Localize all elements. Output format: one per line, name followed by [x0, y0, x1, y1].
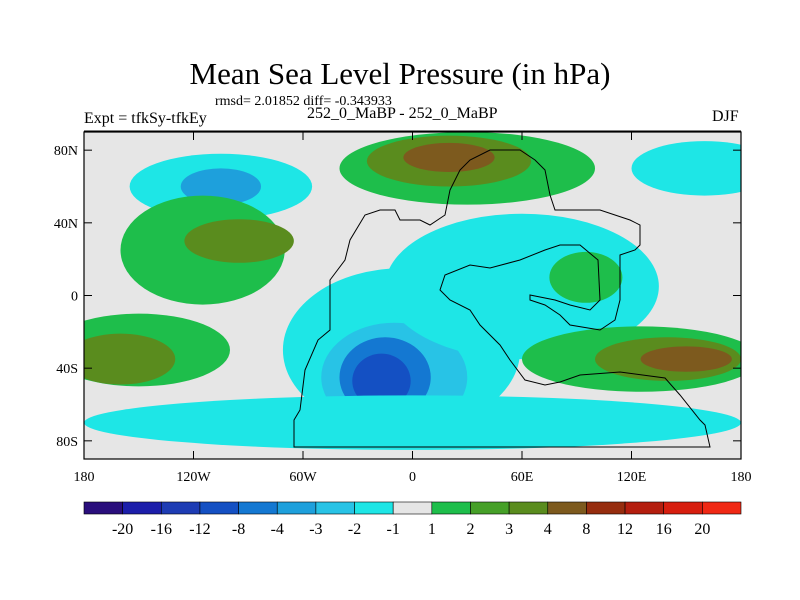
- y-tick-label: 40N: [54, 217, 78, 232]
- x-tick-label: 180: [74, 470, 95, 485]
- anomaly-region-8: [84, 395, 741, 450]
- colorbar-swatch-1: [122, 501, 162, 515]
- colorbar-label: -3: [309, 521, 322, 538]
- anomaly-region-19: [549, 251, 623, 303]
- colorbar-label: -2: [348, 521, 361, 538]
- colorbar-swatch-14: [624, 501, 665, 515]
- season-label: DJF: [712, 108, 739, 125]
- colorbar-label: 3: [505, 521, 513, 538]
- colorbar-swatch-2: [160, 501, 201, 515]
- colorbar-swatch-5: [276, 501, 317, 515]
- colorbar-swatch-16: [702, 501, 742, 515]
- x-tick-label: 120W: [176, 470, 211, 485]
- colorbar-swatch-9: [431, 501, 471, 515]
- colorbar-swatch-3: [199, 501, 239, 515]
- continent-outline: [293, 149, 711, 448]
- anomaly-region-11: [403, 142, 495, 172]
- colorbar-label: -20: [112, 521, 133, 538]
- y-tick-label: 0: [71, 290, 78, 305]
- colorbar-swatch-10: [470, 501, 510, 515]
- x-tick-label: 180: [731, 470, 752, 485]
- colorbar-swatch-15: [663, 501, 703, 515]
- comparison-label: 252_0_MaBP - 252_0_MaBP: [307, 105, 498, 122]
- anomaly-region-4: [385, 213, 659, 360]
- colorbar-label: 12: [617, 521, 633, 538]
- anomaly-region-7: [631, 141, 741, 196]
- colorbar-label: -12: [189, 521, 210, 538]
- colorbar-swatch-12: [547, 501, 587, 515]
- colorbar-swatch-4: [238, 501, 278, 515]
- x-tick-label: 60E: [511, 470, 534, 485]
- anomaly-region-18: [640, 346, 732, 372]
- y-tick-label: 40S: [56, 362, 78, 377]
- colorbar-swatch-8: [392, 501, 433, 515]
- colorbar-swatch-13: [586, 501, 626, 515]
- stats-readout: rmsd= 2.01852 diff= -0.343933: [215, 94, 392, 109]
- anomaly-region-15: [84, 333, 176, 385]
- chart-title: Mean Sea Level Pressure (in hPa): [189, 56, 611, 91]
- axis-ticks: 180 120W 60W 0 60E 120E 180 80N 40N 0 40S 80S: [54, 132, 752, 485]
- colorbar-label: -1: [387, 521, 400, 538]
- colorbar-label: -4: [271, 521, 284, 538]
- colorbar-swatch-11: [508, 501, 549, 515]
- colorbar-label: -8: [232, 521, 245, 538]
- colorbar-label: -16: [151, 521, 172, 538]
- experiment-label: Expt = tfkSy-tfkEy: [84, 110, 207, 127]
- anomaly-region-6: [180, 168, 262, 205]
- colorbar: -20 -16 -12 -8 -4 -3 -2 -1 1 2 3 4 8 12 16 20: [83, 501, 742, 538]
- colorbar-label: 20: [694, 521, 710, 538]
- map-layer: [84, 132, 741, 459]
- y-tick-label: 80N: [54, 144, 78, 159]
- colorbar-label: 1: [428, 521, 436, 538]
- anomaly-region-13: [184, 219, 294, 263]
- x-tick-label: 60W: [289, 470, 317, 485]
- y-tick-label: 80S: [56, 435, 78, 450]
- anomaly-region-3: [352, 353, 411, 409]
- colorbar-swatch-7: [354, 501, 394, 515]
- colorbar-swatch-6: [315, 501, 355, 515]
- colorbar-label: 2: [466, 521, 474, 538]
- x-tick-label: 0: [409, 470, 416, 485]
- x-tick-label: 120E: [617, 470, 647, 485]
- colorbar-label: 8: [582, 521, 590, 538]
- colorbar-swatch-0: [83, 501, 123, 515]
- colorbar-label: 16: [656, 521, 672, 538]
- colorbar-label: 4: [544, 521, 552, 538]
